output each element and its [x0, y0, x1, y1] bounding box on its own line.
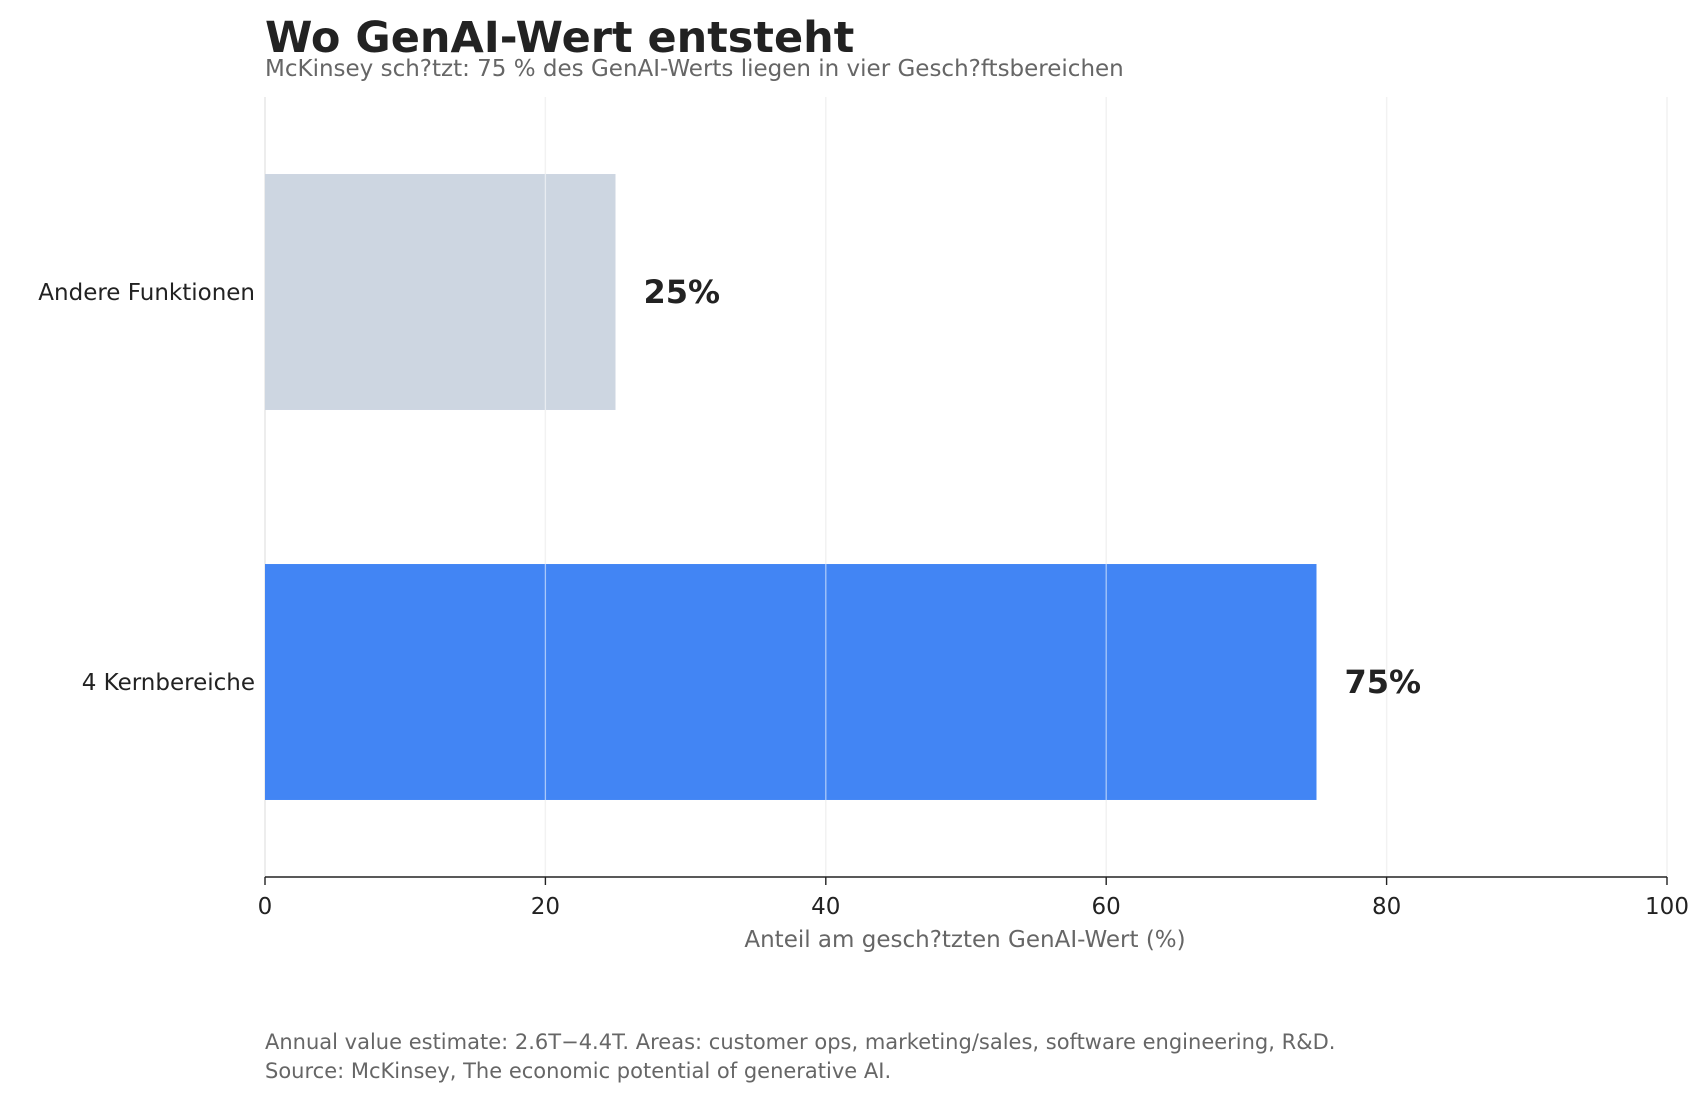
category-label-0: Andere Funktionen — [38, 280, 255, 306]
labels: Andere Funktionen 25% 4 Kernbereiche 75% — [38, 273, 1421, 701]
chart-title: Wo GenAI-Wert entsteht — [265, 13, 854, 63]
category-label-1: 4 Kernbereiche — [82, 670, 255, 696]
footnote-line-2: Source: McKinsey, The economic potential… — [265, 1059, 891, 1083]
chart-subtitle: McKinsey sch?tzt: 75 % des GenAI-Werts l… — [265, 56, 1124, 82]
bars — [265, 174, 1317, 800]
x-tick-label-1: 20 — [531, 894, 560, 920]
value-label-1: 75% — [1345, 663, 1422, 701]
x-axis: 0 20 40 60 80 100 — [258, 876, 1689, 920]
bar-1 — [265, 564, 1317, 800]
x-axis-label: Anteil am gesch?tzten GenAI-Wert (%) — [744, 927, 1185, 953]
bar-0 — [265, 174, 616, 410]
value-label-0: 25% — [644, 273, 721, 311]
x-tick-label-2: 40 — [811, 894, 840, 920]
x-tick-label-0: 0 — [258, 894, 273, 920]
x-tick-label-3: 60 — [1092, 894, 1121, 920]
x-tick-label-5: 100 — [1645, 894, 1689, 920]
footnote-line-1: Annual value estimate: 2.6T−4.4T. Areas:… — [265, 1030, 1335, 1054]
x-tick-label-4: 80 — [1372, 894, 1401, 920]
